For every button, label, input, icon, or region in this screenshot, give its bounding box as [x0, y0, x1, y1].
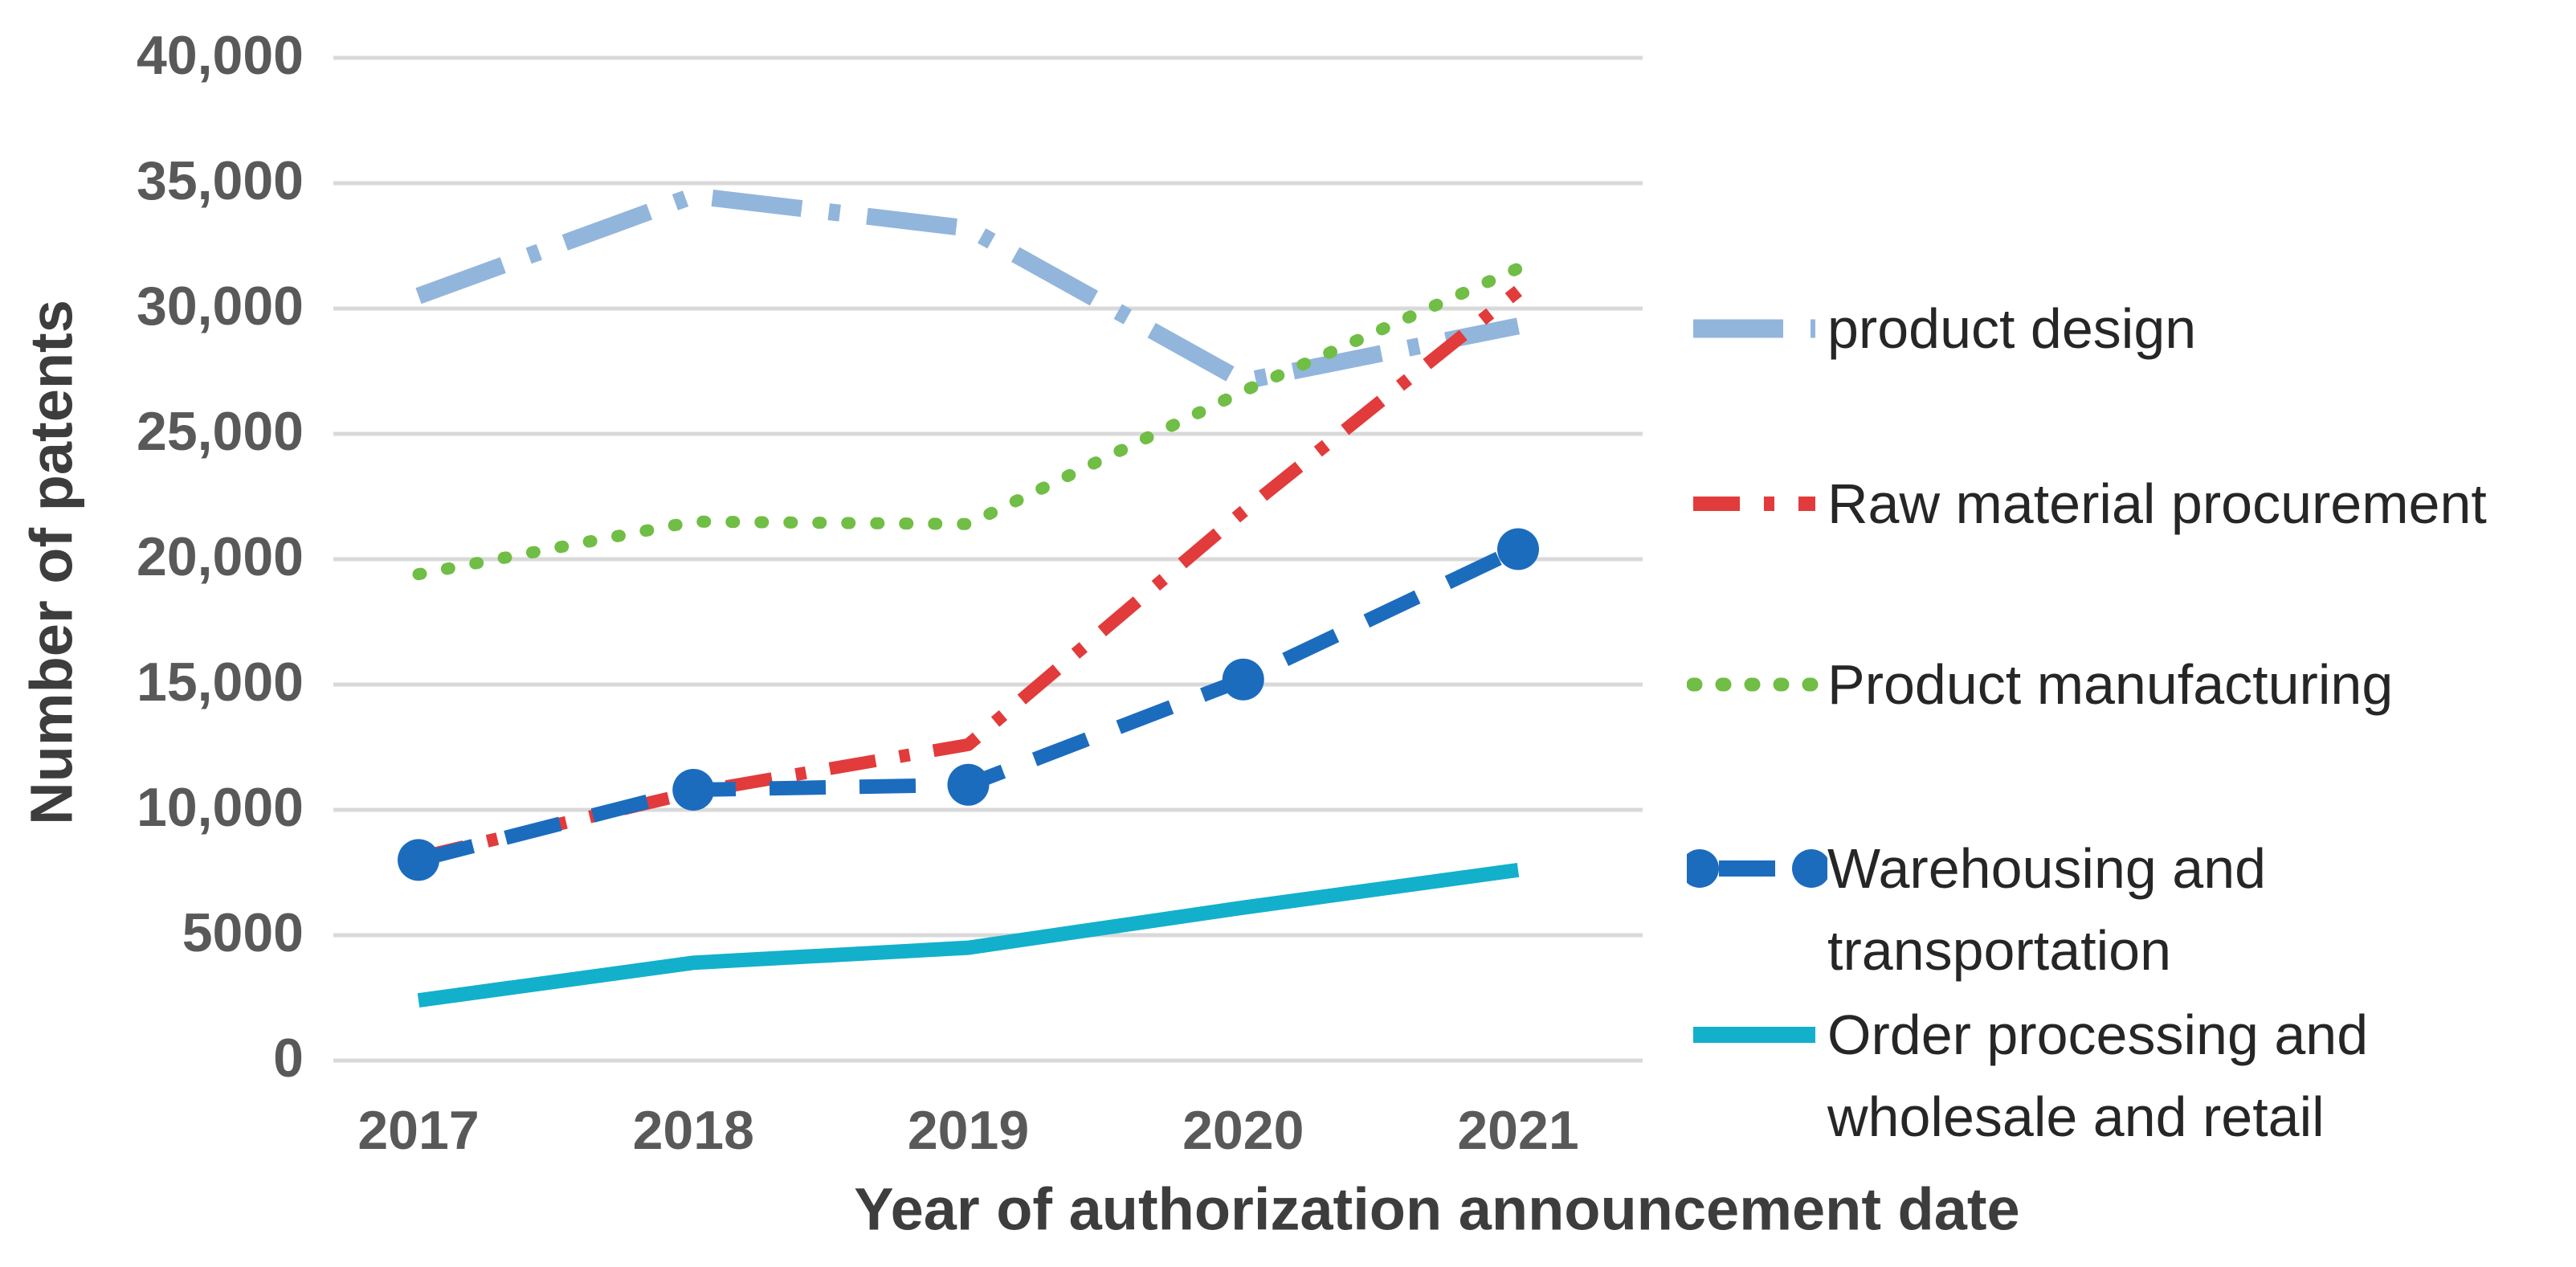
- series-line-warehousing-and-transportation: [416, 542, 1521, 868]
- series-line-product-manufacturing: [412, 262, 1525, 581]
- legend-label: Product manufacturing: [1827, 653, 2394, 716]
- legend-swatch-product-design-icon: [1693, 319, 1815, 338]
- data-point-marker-warehousing-and-transportation: [672, 769, 715, 811]
- x-tick-label: 2018: [632, 1100, 754, 1161]
- y-tick-label: 40,000: [137, 24, 304, 86]
- legend-swatch-order-processing-and-wholesale-and-retail-icon: [1693, 1027, 1815, 1043]
- data-point-marker-warehousing-and-transportation: [947, 763, 990, 806]
- legend-item-product-design: product design: [1687, 288, 2196, 370]
- y-tick-label: 0: [273, 1027, 304, 1089]
- y-tick-label: 15,000: [137, 651, 304, 713]
- gridlines: [333, 55, 1643, 1063]
- x-tick-label: 2019: [907, 1100, 1030, 1161]
- y-tick-label: 10,000: [137, 776, 304, 838]
- legend-marker-sample: [1792, 849, 1827, 888]
- y-tick-label: 20,000: [137, 525, 304, 587]
- legend-marker-sample: [1687, 849, 1719, 888]
- y-tick-label: 5000: [182, 901, 304, 963]
- y-tick-label: 35,000: [137, 149, 304, 211]
- legend-item-warehousing-and-transportation: Warehousing and transportation: [1687, 828, 2576, 991]
- x-tick-label: 2020: [1182, 1100, 1304, 1161]
- legend-label: Warehousing and transportation: [1827, 837, 2267, 982]
- x-tick-label: 2017: [357, 1100, 480, 1161]
- legend-swatch-raw-material-procurement-icon: [1693, 497, 1815, 511]
- data-point-marker-warehousing-and-transportation: [1497, 528, 1539, 570]
- legend-item-order-processing-and-wholesale-and-retail: Order processing and wholesale and retai…: [1687, 994, 2576, 1158]
- series-line-order-processing-and-wholesale-and-retail: [417, 862, 1520, 1008]
- y-tick-label: 25,000: [137, 400, 304, 462]
- data-point-marker-warehousing-and-transportation: [398, 839, 439, 881]
- y-axis-title: Number of patents: [18, 300, 85, 825]
- legend-label: Order processing and wholesale and retai…: [1827, 1003, 2369, 1148]
- legend-item-product-manufacturing: Product manufacturing: [1687, 644, 2393, 725]
- legend-item-raw-material-procurement: Raw material procurement: [1687, 463, 2487, 545]
- x-axis-title: Year of authorization announcement date: [854, 1175, 2020, 1243]
- y-tick-label: 30,000: [137, 275, 304, 337]
- legend-swatch-product-manufacturing-icon: [1687, 677, 1823, 692]
- x-tick-label: 2021: [1457, 1100, 1579, 1161]
- legend-label: product design: [1827, 297, 2197, 360]
- data-point-marker-warehousing-and-transportation: [1222, 658, 1264, 701]
- series-line-raw-material-procurement: [417, 285, 1523, 864]
- series-line-product-design: [415, 187, 1521, 390]
- legend-swatch-warehousing-and-transportation-icon: [1687, 849, 1827, 888]
- legend-label: Raw material procurement: [1827, 472, 2487, 535]
